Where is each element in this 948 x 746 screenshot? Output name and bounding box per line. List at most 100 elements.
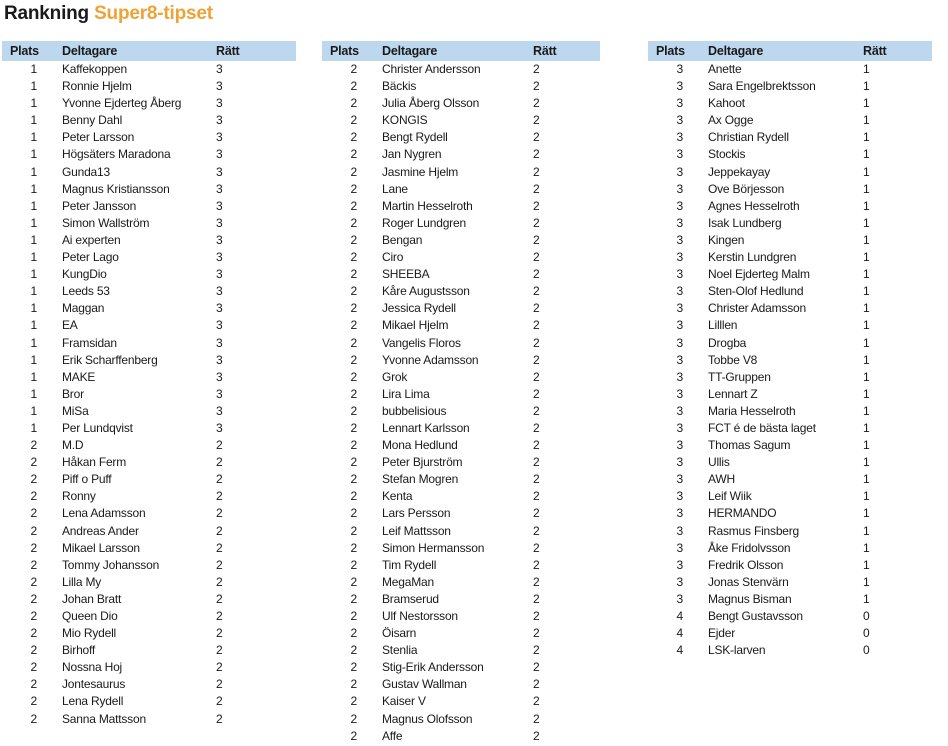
deltagare-value: Noel Ejderteg Malm bbox=[708, 267, 810, 282]
table-row: 3 Kingen 1 bbox=[648, 232, 932, 249]
deltagare-value: Bramserud bbox=[382, 591, 439, 606]
table-row: 2 Stefan Mogren 2 bbox=[322, 471, 600, 488]
deltagare-value: Öisarn bbox=[382, 626, 417, 641]
deltagare-value: Yvonne Ejderteg Åberg bbox=[62, 96, 182, 111]
deltagare-value: Kaffekoppen bbox=[62, 62, 127, 76]
table-row: 3 Noel Ejderteg Malm 1 bbox=[648, 266, 932, 283]
plats-value: 3 bbox=[676, 96, 684, 111]
deltagare-value: Lilla My bbox=[62, 574, 102, 589]
table-row: 2 Stenlia 2 bbox=[322, 642, 600, 659]
deltagare-value: Jontesaurus bbox=[62, 677, 126, 692]
deltagare-value: Yvonne Adamsson bbox=[382, 352, 479, 367]
table-row: 2 Vangelis Floros 2 bbox=[322, 335, 600, 352]
table-row: 2 Bramserud 2 bbox=[322, 591, 600, 608]
ratt-value: 1 bbox=[863, 352, 870, 367]
ratt-value: 2 bbox=[533, 147, 540, 162]
ratt-value: 1 bbox=[863, 369, 870, 384]
table-row: 2 Jontesaurus 2 bbox=[2, 676, 296, 693]
deltagare-value: Åke Fridolvsson bbox=[708, 540, 791, 555]
table-row: 2 Stig-Erik Andersson 2 bbox=[322, 659, 600, 676]
table-row: 3 Jonas Stenvärn 1 bbox=[648, 574, 932, 591]
table-row: 3 Christian Rydell 1 bbox=[648, 129, 932, 146]
table-row: 1 Maggan 3 bbox=[2, 300, 296, 317]
table-row: 3 Tobbe V8 1 bbox=[648, 352, 932, 369]
plats-value: 3 bbox=[676, 540, 684, 555]
table-row: 1 MiSa 3 bbox=[2, 403, 296, 420]
ratt-value: 3 bbox=[216, 62, 223, 76]
deltagare-value: MegaMan bbox=[382, 574, 434, 589]
deltagare-value: Christer Adamsson bbox=[708, 301, 806, 316]
ratt-value: 2 bbox=[533, 267, 540, 282]
plats-value: 2 bbox=[30, 455, 38, 470]
ranking-table-1: Plats Deltagare Rätt 1 Kaffekoppen 3 1 Ronni… bbox=[2, 41, 296, 728]
deltagare-value: bubbelisious bbox=[382, 403, 447, 418]
deltagare-value: Simon Wallström bbox=[62, 215, 150, 230]
table-row: 3 Agnes Hesselroth 1 bbox=[648, 198, 932, 215]
plats-value: 1 bbox=[30, 284, 38, 299]
deltagare-value: Stig-Erik Andersson bbox=[382, 660, 484, 675]
plats-value: 2 bbox=[350, 164, 358, 179]
table-row: 2 Lena Rydell 2 bbox=[2, 693, 296, 710]
table-row: 1 Framsidan 3 bbox=[2, 335, 296, 352]
deltagare-value: Kahoot bbox=[708, 96, 745, 111]
table-body: 3 Anette 1 3 Sara Engelbrektsson 1 3 Kahoot 1 3 Ax… bbox=[648, 61, 932, 659]
plats-value: 2 bbox=[350, 523, 358, 538]
plats-value: 3 bbox=[676, 352, 684, 367]
plats-value: 1 bbox=[30, 164, 38, 179]
deltagare-value: Magnus Olofsson bbox=[382, 711, 473, 726]
ratt-value: 2 bbox=[533, 728, 540, 743]
ratt-value: 3 bbox=[216, 147, 223, 162]
ratt-value: 2 bbox=[216, 506, 223, 521]
ratt-value: 3 bbox=[216, 386, 223, 401]
plats-value: 2 bbox=[30, 557, 38, 572]
table-row: 2 Leif Mattsson 2 bbox=[322, 523, 600, 540]
table-row: 2 Lennart Karlsson 2 bbox=[322, 420, 600, 437]
table-row: 4 Bengt Gustavsson 0 bbox=[648, 608, 932, 625]
ratt-value: 1 bbox=[863, 301, 870, 316]
table-row: 2 Ronny 2 bbox=[2, 488, 296, 505]
ratt-value: 3 bbox=[216, 420, 223, 435]
ratt-value: 2 bbox=[216, 557, 223, 572]
table-row: 2 Jasmine Hjelm 2 bbox=[322, 164, 600, 181]
ratt-value: 1 bbox=[863, 335, 870, 350]
deltagare-value: Thomas Sagum bbox=[708, 438, 791, 453]
plats-value: 2 bbox=[350, 694, 358, 709]
table-row: 2 Christer Andersson 2 bbox=[322, 61, 600, 78]
plats-value: 2 bbox=[350, 386, 358, 401]
ratt-value: 1 bbox=[863, 557, 870, 572]
deltagare-value: Rasmus Finsberg bbox=[708, 523, 800, 538]
deltagare-value: Per Lundqvist bbox=[62, 420, 133, 435]
ratt-value: 3 bbox=[216, 79, 223, 94]
table-row: 3 Ove Börjesson 1 bbox=[648, 181, 932, 198]
ratt-value: 2 bbox=[216, 591, 223, 606]
table-row: 2 Martin Hesselroth 2 bbox=[322, 198, 600, 215]
ratt-value: 1 bbox=[863, 267, 870, 282]
plats-value: 2 bbox=[350, 181, 358, 196]
plats-value: 2 bbox=[350, 660, 358, 675]
ratt-value: 1 bbox=[863, 591, 870, 606]
table-row: 2 Jan Nygren 2 bbox=[322, 146, 600, 163]
deltagare-value: Kåre Augustsson bbox=[382, 284, 470, 299]
column-header-deltagare: Deltagare bbox=[62, 44, 118, 58]
table-row: 3 Lilllen 1 bbox=[648, 317, 932, 334]
plats-value: 2 bbox=[350, 506, 358, 521]
ratt-value: 3 bbox=[216, 113, 223, 128]
ratt-value: 2 bbox=[533, 215, 540, 230]
deltagare-value: Stockis bbox=[708, 147, 746, 162]
table-row: 3 Anette 1 bbox=[648, 61, 932, 78]
table-row: 1 KungDio 3 bbox=[2, 266, 296, 283]
deltagare-value: Mio Rydell bbox=[62, 626, 117, 641]
plats-value: 3 bbox=[676, 301, 684, 316]
ratt-value: 2 bbox=[533, 62, 540, 76]
ratt-value: 2 bbox=[533, 113, 540, 128]
table-row: 1 Leeds 53 3 bbox=[2, 283, 296, 300]
ratt-value: 2 bbox=[533, 540, 540, 555]
plats-value: 3 bbox=[676, 369, 684, 384]
ratt-value: 1 bbox=[863, 215, 870, 230]
plats-value: 2 bbox=[30, 489, 38, 504]
deltagare-value: Birhoff bbox=[62, 643, 96, 658]
table-row: 2 Sanna Mattsson 2 bbox=[2, 711, 296, 728]
plats-value: 1 bbox=[30, 147, 38, 162]
plats-value: 1 bbox=[30, 215, 38, 230]
plats-value: 3 bbox=[676, 386, 684, 401]
